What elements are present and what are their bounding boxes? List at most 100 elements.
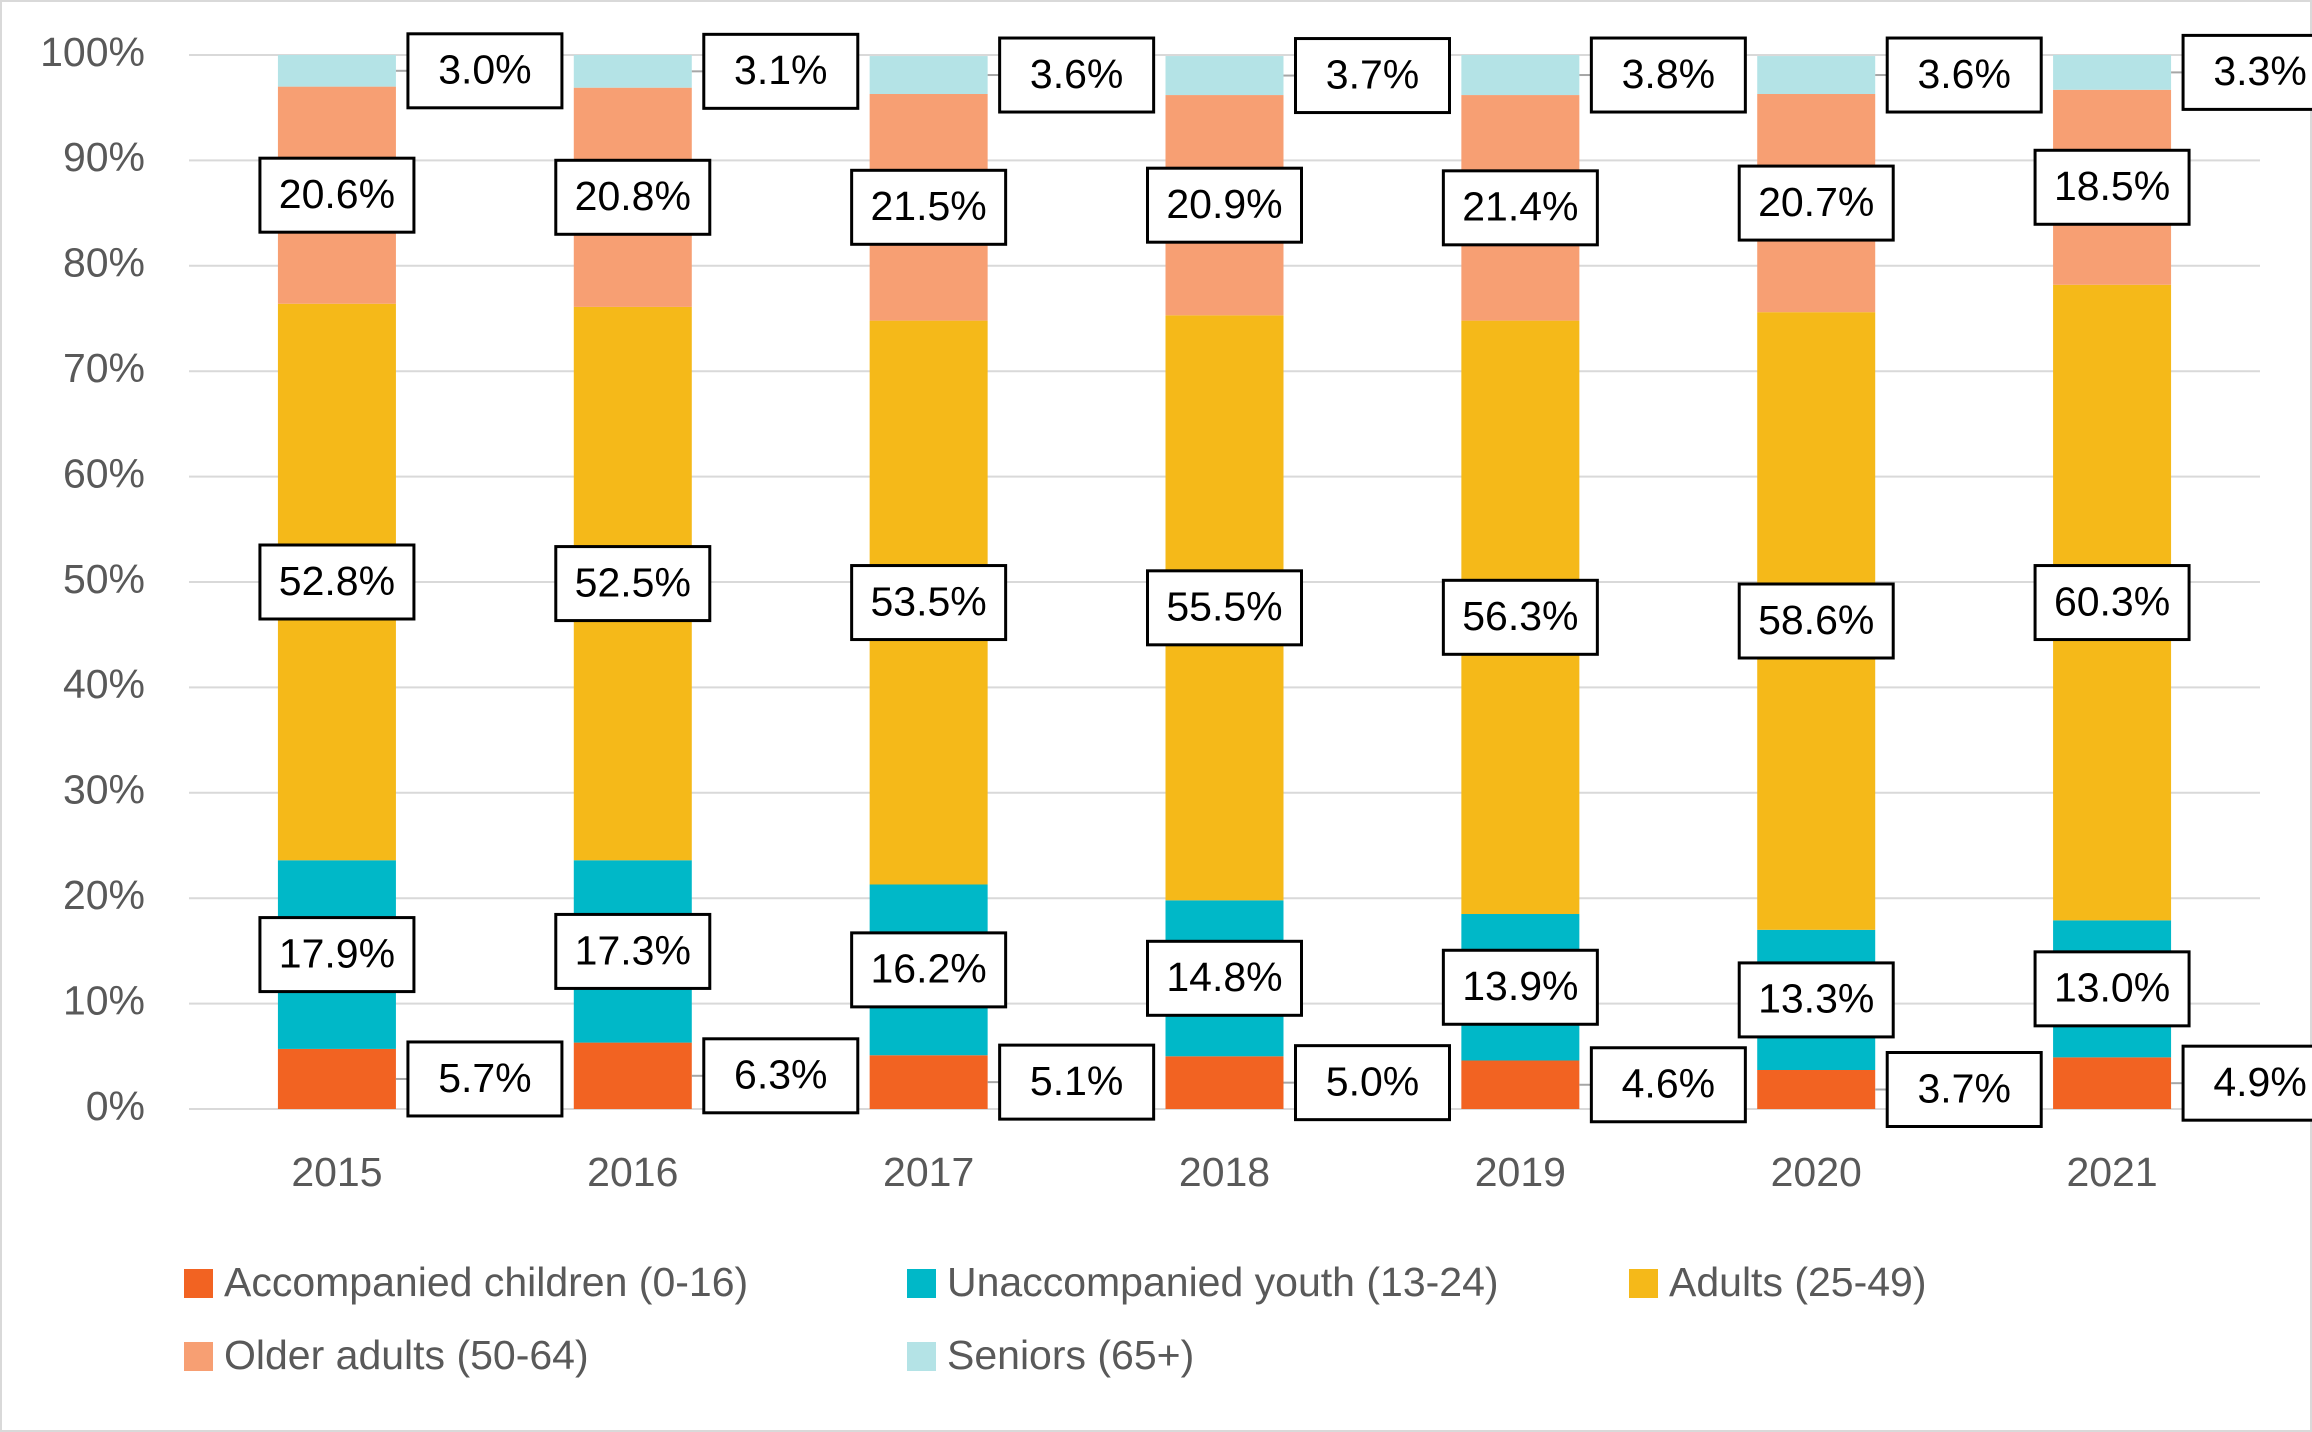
label-box (1294, 1044, 1451, 1122)
y-tick-label: 20% (63, 872, 145, 918)
data-label: 13.0% (2054, 965, 2170, 1011)
label-box (554, 912, 712, 990)
legend-swatch (184, 1342, 213, 1371)
label-box (258, 916, 416, 994)
bar-segment (1757, 1070, 1876, 1109)
data-label: 5.0% (1326, 1058, 1419, 1104)
bar-segment (869, 56, 988, 94)
data-label: 3.0% (438, 47, 531, 93)
label-box (2181, 33, 2312, 111)
label-box (1441, 578, 1599, 656)
data-label: 3.1% (734, 47, 827, 93)
legend-label: Accompanied children (0-16) (224, 1259, 748, 1305)
data-label: 56.3% (1462, 593, 1578, 639)
data-label: 6.3% (734, 1052, 827, 1098)
label-box (702, 1037, 860, 1115)
y-tick-label: 80% (63, 240, 145, 286)
bar-segment (1165, 56, 1284, 96)
legend-label: Older adults (50-64) (224, 1332, 589, 1378)
label-box (1737, 582, 1895, 660)
label-box (1146, 939, 1303, 1017)
data-label: 3.8% (1622, 51, 1715, 97)
data-label: 21.4% (1462, 184, 1578, 230)
x-tick-label: 2021 (2066, 1149, 2157, 1195)
y-tick-label: 60% (63, 450, 145, 496)
label-box (850, 564, 1008, 642)
bar-segment (1461, 1060, 1580, 1109)
data-label: 3.6% (1030, 51, 1123, 97)
legend-label: Seniors (65+) (947, 1332, 1194, 1378)
data-label: 3.6% (1917, 51, 2010, 97)
data-label: 52.8% (279, 558, 395, 604)
data-label: 53.5% (871, 578, 987, 624)
x-tick-label: 2020 (1771, 1149, 1862, 1195)
x-tick-label: 2015 (291, 1149, 382, 1195)
x-tick-label: 2017 (883, 1149, 974, 1195)
data-label: 17.9% (279, 930, 395, 976)
label-box (1589, 36, 1747, 114)
bar-segment (573, 55, 692, 88)
label-box (1441, 169, 1599, 247)
label-box (1146, 569, 1303, 647)
label-box (2181, 1044, 2312, 1122)
data-label: 4.6% (1622, 1061, 1715, 1107)
label-box (406, 32, 564, 110)
data-label: 21.5% (871, 183, 987, 229)
bar-segment (573, 1042, 692, 1109)
label-box (998, 36, 1156, 114)
data-label: 3.7% (1326, 51, 1419, 97)
y-tick-label: 90% (63, 134, 145, 180)
label-box (702, 32, 860, 110)
y-tick-label: 50% (63, 556, 145, 602)
label-box (1146, 166, 1303, 244)
bar-segment (869, 1055, 988, 1109)
bar-segment (1757, 56, 1876, 94)
data-label: 18.5% (2054, 163, 2170, 209)
legend-label: Unaccompanied youth (13-24) (947, 1259, 1499, 1305)
data-label: 13.9% (1462, 963, 1578, 1009)
data-label: 20.6% (279, 171, 395, 217)
y-tick-label: 100% (40, 29, 145, 75)
data-label: 16.2% (871, 946, 987, 992)
x-tick-label: 2018 (1179, 1149, 1270, 1195)
y-tick-label: 10% (63, 977, 145, 1023)
bar-segment (277, 55, 396, 87)
label-box (406, 1040, 564, 1118)
bar-segment (1461, 55, 1580, 96)
label-box (258, 543, 416, 621)
label-box (1589, 1046, 1747, 1124)
legend-swatch (907, 1269, 936, 1298)
data-label: 13.3% (1758, 976, 1874, 1022)
data-label: 58.6% (1758, 597, 1874, 643)
data-label: 3.3% (2213, 48, 2306, 94)
label-box (554, 545, 712, 623)
legend-swatch (907, 1342, 936, 1371)
label-box (2033, 950, 2191, 1028)
label-box (2033, 148, 2191, 226)
data-label: 52.5% (575, 559, 691, 605)
bar-segment (277, 1048, 396, 1109)
label-box (1441, 948, 1599, 1026)
data-label: 5.7% (438, 1055, 531, 1101)
bar-segment (2053, 55, 2172, 90)
label-box (2033, 564, 2191, 642)
data-label: 60.3% (2054, 578, 2170, 624)
data-label: 14.8% (1166, 954, 1282, 1000)
label-box (1294, 37, 1451, 115)
data-label: 20.7% (1758, 179, 1874, 225)
data-label: 4.9% (2213, 1059, 2306, 1105)
label-box (1885, 36, 2043, 114)
x-tick-label: 2016 (587, 1149, 678, 1195)
y-tick-label: 40% (63, 661, 145, 707)
label-box (554, 158, 712, 236)
legend-swatch (184, 1269, 213, 1298)
x-tick-label: 2019 (1475, 1149, 1566, 1195)
label-box (1885, 1051, 2043, 1129)
label-box (850, 168, 1008, 246)
bar-segment (1165, 1056, 1284, 1109)
label-box (258, 156, 416, 234)
y-tick-label: 0% (86, 1083, 145, 1129)
label-box (850, 931, 1008, 1009)
y-tick-label: 30% (63, 767, 145, 813)
